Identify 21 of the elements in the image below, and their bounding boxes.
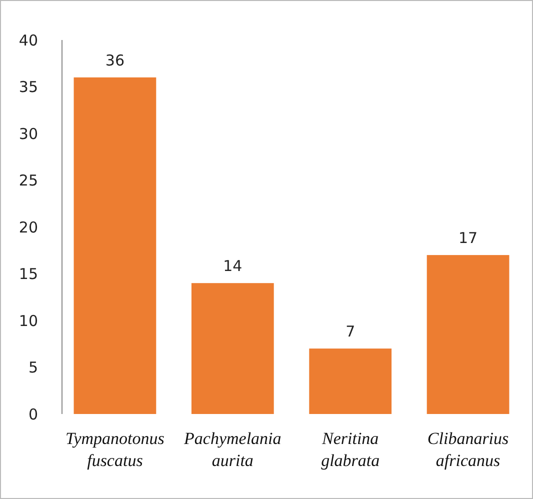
x-tick-label: Tympanotonus fuscatus — [66, 429, 165, 470]
bar — [309, 348, 392, 414]
x-tick-label: Pachymelania aurita — [183, 429, 282, 470]
y-tick-label: 15 — [18, 265, 38, 283]
y-tick-label: 25 — [18, 172, 38, 190]
bar — [191, 283, 274, 414]
x-tick-label: Neritina glabrata — [321, 429, 380, 470]
data-label: 17 — [458, 229, 478, 248]
x-tick-label: Clibanarius africanus — [427, 429, 510, 470]
data-label: 7 — [346, 322, 356, 341]
y-tick-label: 5 — [28, 358, 38, 376]
y-tick-label: 35 — [18, 78, 38, 96]
bar — [74, 77, 156, 414]
y-tick-label: 30 — [18, 124, 38, 143]
y-tick-label: 0 — [28, 405, 38, 424]
y-tick-label: 10 — [18, 312, 38, 330]
data-label: 36 — [105, 51, 125, 70]
data-label: 14 — [223, 257, 242, 276]
y-tick-label: 40 — [18, 31, 38, 50]
bar — [426, 255, 510, 414]
y-tick-label: 20 — [18, 218, 38, 236]
